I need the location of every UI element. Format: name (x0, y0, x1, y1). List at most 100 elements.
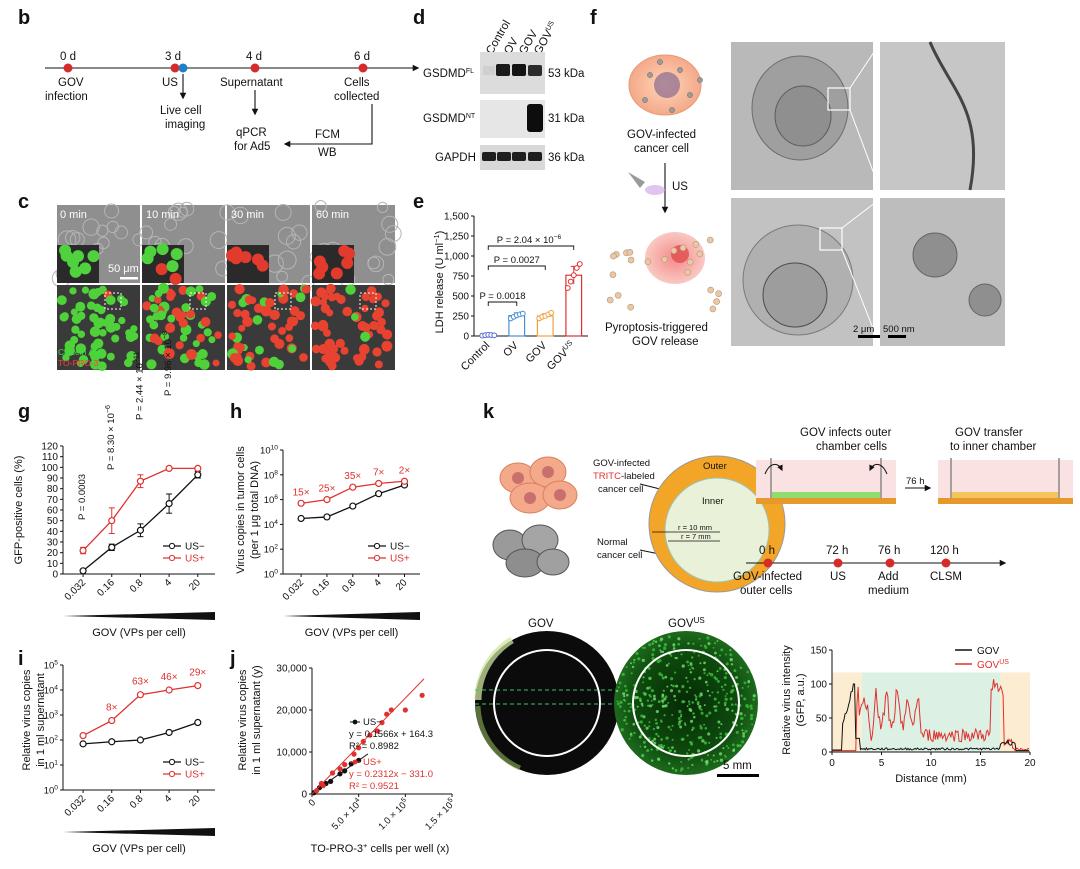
cell-dot (327, 293, 337, 302)
k-label: TRITC-labeled (593, 471, 655, 482)
gfp-dot (630, 672, 633, 675)
cell-outline (285, 234, 302, 250)
cell-dot (327, 361, 337, 371)
gfp-dot (699, 662, 702, 665)
cell-dot (178, 311, 187, 319)
image-label: GOVUS (668, 616, 705, 630)
gfp-dot (648, 704, 653, 708)
cell-dot (81, 286, 90, 294)
cell-dot (278, 284, 289, 295)
gfp-dot (742, 734, 746, 738)
gfp-dot (669, 689, 674, 693)
dose-wedge (63, 612, 215, 620)
chart-i: 100 101 102 103 104 105 0.032 0.16 0.8 4 20 US−US+ G… (21, 660, 215, 855)
gfp-dot (725, 744, 728, 748)
gfp-dot (689, 741, 693, 745)
time-label: 30 min (231, 209, 264, 221)
blot-row-label: GSDMDFL (423, 68, 474, 80)
scale-bar-label: 2 μm (853, 324, 874, 335)
k-label: cancer cell (597, 550, 642, 561)
data-point (136, 477, 145, 485)
gfp-dot (739, 712, 743, 716)
gfp-dot (687, 642, 690, 645)
gfp-dot (648, 721, 651, 724)
gfp-dot (680, 760, 683, 763)
gfp-dot (716, 691, 720, 694)
cell-inset (69, 265, 82, 278)
gfp-dot (619, 700, 623, 704)
gfp-dot (669, 749, 673, 752)
legend-marker (168, 542, 176, 550)
data-point (573, 265, 580, 271)
y-tick-label: 104 (264, 519, 279, 531)
data-point (328, 778, 334, 785)
cell-dot (289, 289, 298, 298)
cell-dot (199, 359, 210, 370)
y-tick-label: 1,500 (444, 212, 469, 223)
x-tick-label: 4 (163, 793, 175, 805)
cell-dot (234, 284, 245, 295)
gfp-dot (667, 701, 670, 704)
gfp-dot (638, 735, 642, 739)
gfp-dot (686, 734, 689, 737)
gfp-dot (622, 692, 626, 696)
virus-particle (713, 298, 720, 305)
cell-dot (214, 331, 222, 339)
gfp-dot (711, 691, 714, 694)
gfp-dot (695, 695, 698, 699)
y-axis-label: (GFP, a.u.) (795, 674, 807, 727)
cell-dot (200, 316, 211, 327)
k-label: Outer (703, 461, 727, 472)
data-point (318, 780, 324, 787)
gfp-dot (663, 697, 667, 701)
gfp-dot (714, 705, 718, 708)
gfp-dot (712, 754, 715, 757)
y-tick-label: 60 (47, 506, 59, 517)
y-tick-label: 104 (44, 685, 59, 697)
data-point (136, 691, 145, 699)
x-axis-label: TO-PRO-3+ cells per well (x) (311, 841, 450, 855)
x-tick-label: Control (459, 340, 493, 374)
cell-dot (212, 359, 220, 367)
image-label: GOV (528, 618, 554, 630)
cell-dot (350, 313, 359, 321)
cell-dot (324, 340, 332, 349)
cell-dot (342, 306, 352, 317)
gfp-dot (696, 749, 701, 753)
k-label: chamber cells (816, 441, 887, 453)
cell-dot (130, 325, 138, 333)
timeline-node (250, 63, 260, 73)
cell-nucleus (654, 72, 680, 98)
cell-dot (381, 299, 390, 308)
data-point (79, 546, 87, 555)
data-point (379, 720, 385, 726)
gfp-dot (660, 650, 663, 653)
gfp-dot (643, 724, 647, 727)
event-label: GOV (58, 77, 84, 89)
gfp-dot (660, 745, 663, 749)
data-point (351, 751, 357, 757)
legend-label: GOVUS (977, 659, 1009, 671)
gfp-dot (732, 743, 735, 747)
data-point (402, 707, 408, 713)
gfp-dot (640, 702, 644, 706)
cell-dot (160, 332, 170, 341)
cell-dot (295, 292, 306, 303)
cell-outline (96, 224, 109, 237)
cell-dot (93, 317, 104, 329)
gfp-dot (654, 718, 658, 722)
scale-bar-label: 50 μm (108, 263, 139, 275)
data-point (323, 496, 331, 504)
x-tick-label: 0 (307, 797, 319, 809)
cell-inset (342, 247, 355, 260)
virus-particle (677, 67, 683, 73)
gfp-dot (658, 659, 662, 662)
cell-dot (357, 320, 368, 331)
gfp-dot (651, 656, 655, 661)
gfp-dot (708, 672, 711, 675)
gfp-dot (672, 684, 675, 688)
data-point (375, 479, 383, 488)
y-tick-label: 20 (47, 548, 59, 559)
x-axis-label: GOV (VPs per cell) (305, 627, 399, 639)
gfp-dot (646, 749, 650, 753)
